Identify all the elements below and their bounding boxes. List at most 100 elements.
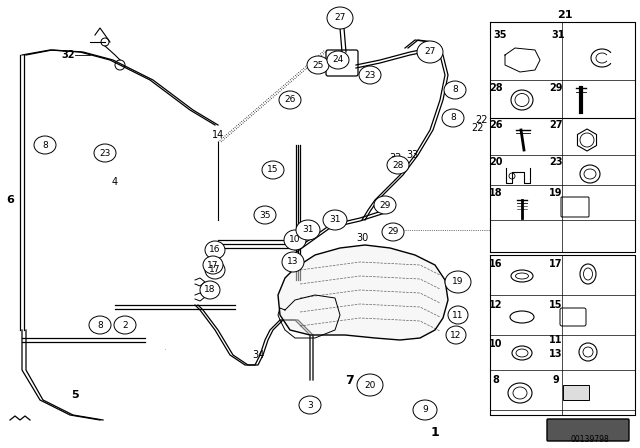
Text: 11: 11: [549, 335, 563, 345]
Text: 5: 5: [71, 390, 79, 400]
Text: 23: 23: [549, 157, 563, 167]
Text: 31: 31: [329, 215, 340, 224]
Text: 29: 29: [380, 201, 390, 210]
Ellipse shape: [307, 56, 329, 74]
Text: 25: 25: [312, 60, 324, 69]
Text: 33: 33: [389, 153, 401, 163]
Ellipse shape: [359, 66, 381, 84]
Text: 27: 27: [424, 47, 436, 56]
Text: 35: 35: [259, 211, 271, 220]
Text: 27: 27: [549, 120, 563, 130]
Text: 30: 30: [356, 233, 368, 243]
Text: 20: 20: [364, 380, 376, 389]
Text: 23: 23: [364, 70, 376, 79]
Ellipse shape: [382, 223, 404, 241]
Ellipse shape: [413, 400, 437, 420]
Text: 00139798: 00139798: [571, 435, 609, 444]
Text: 12: 12: [489, 300, 503, 310]
Text: 9: 9: [552, 375, 559, 385]
Text: 16: 16: [489, 259, 503, 269]
Text: 21: 21: [557, 10, 573, 20]
Ellipse shape: [417, 41, 443, 63]
Ellipse shape: [442, 109, 464, 127]
Ellipse shape: [282, 252, 304, 272]
Ellipse shape: [279, 91, 301, 109]
Text: 19: 19: [452, 277, 464, 287]
Text: 26: 26: [284, 95, 296, 104]
Text: 1: 1: [431, 426, 440, 439]
Text: 14: 14: [212, 130, 224, 140]
Ellipse shape: [445, 271, 471, 293]
Text: 12: 12: [451, 331, 461, 340]
Text: 18: 18: [204, 285, 216, 294]
Text: 15: 15: [549, 300, 563, 310]
Text: 10: 10: [489, 339, 503, 349]
Text: 3: 3: [307, 401, 313, 409]
Text: 34: 34: [252, 350, 264, 360]
Ellipse shape: [254, 206, 276, 224]
Ellipse shape: [34, 136, 56, 154]
Ellipse shape: [327, 7, 353, 29]
Text: 4: 4: [112, 177, 118, 187]
Ellipse shape: [205, 241, 225, 259]
Text: 29: 29: [549, 83, 563, 93]
Ellipse shape: [284, 230, 306, 250]
Ellipse shape: [94, 144, 116, 162]
Text: 8: 8: [493, 375, 499, 385]
FancyBboxPatch shape: [547, 419, 629, 441]
Text: 2: 2: [164, 349, 165, 350]
Text: 19: 19: [549, 188, 563, 198]
Ellipse shape: [299, 396, 321, 414]
Ellipse shape: [262, 161, 284, 179]
Ellipse shape: [448, 306, 468, 324]
Text: 35: 35: [493, 30, 507, 40]
Text: 24: 24: [332, 56, 344, 65]
Text: 29: 29: [387, 228, 399, 237]
Bar: [563, 385, 589, 400]
Text: 32: 32: [61, 50, 75, 60]
Ellipse shape: [444, 81, 466, 99]
Ellipse shape: [114, 316, 136, 334]
Ellipse shape: [296, 220, 320, 240]
Ellipse shape: [357, 374, 383, 396]
Polygon shape: [278, 245, 448, 340]
Text: 23: 23: [99, 148, 111, 158]
Text: 7: 7: [346, 374, 355, 387]
Text: 26: 26: [489, 120, 503, 130]
Ellipse shape: [446, 326, 466, 344]
Ellipse shape: [203, 256, 223, 274]
Text: 27: 27: [334, 13, 346, 22]
Text: 8: 8: [452, 86, 458, 95]
Text: 15: 15: [268, 165, 279, 175]
Text: 8: 8: [450, 113, 456, 122]
Text: 8: 8: [42, 141, 48, 150]
Text: 10: 10: [289, 236, 301, 245]
Ellipse shape: [200, 281, 220, 299]
Ellipse shape: [327, 51, 349, 69]
Text: 28: 28: [392, 160, 404, 169]
Text: 17: 17: [549, 259, 563, 269]
Ellipse shape: [387, 156, 409, 174]
Text: 17: 17: [207, 260, 219, 270]
Text: 18: 18: [489, 188, 503, 198]
Ellipse shape: [323, 210, 347, 230]
Text: 20: 20: [489, 157, 503, 167]
Text: 28: 28: [489, 83, 503, 93]
Text: 8: 8: [97, 320, 103, 329]
Text: 33: 33: [406, 150, 418, 160]
Text: 17: 17: [209, 266, 221, 275]
Text: 9: 9: [422, 405, 428, 414]
Text: 6: 6: [6, 195, 14, 205]
Text: 16: 16: [209, 246, 221, 254]
Text: 22: 22: [472, 123, 484, 133]
Text: 11: 11: [452, 310, 464, 319]
Text: 31: 31: [551, 30, 564, 40]
Text: 31: 31: [302, 225, 314, 234]
Ellipse shape: [89, 316, 111, 334]
Ellipse shape: [374, 196, 396, 214]
Ellipse shape: [205, 261, 225, 279]
Text: 13: 13: [549, 349, 563, 359]
Text: 13: 13: [287, 258, 299, 267]
Text: 2: 2: [122, 320, 128, 329]
Text: 22: 22: [476, 115, 488, 125]
